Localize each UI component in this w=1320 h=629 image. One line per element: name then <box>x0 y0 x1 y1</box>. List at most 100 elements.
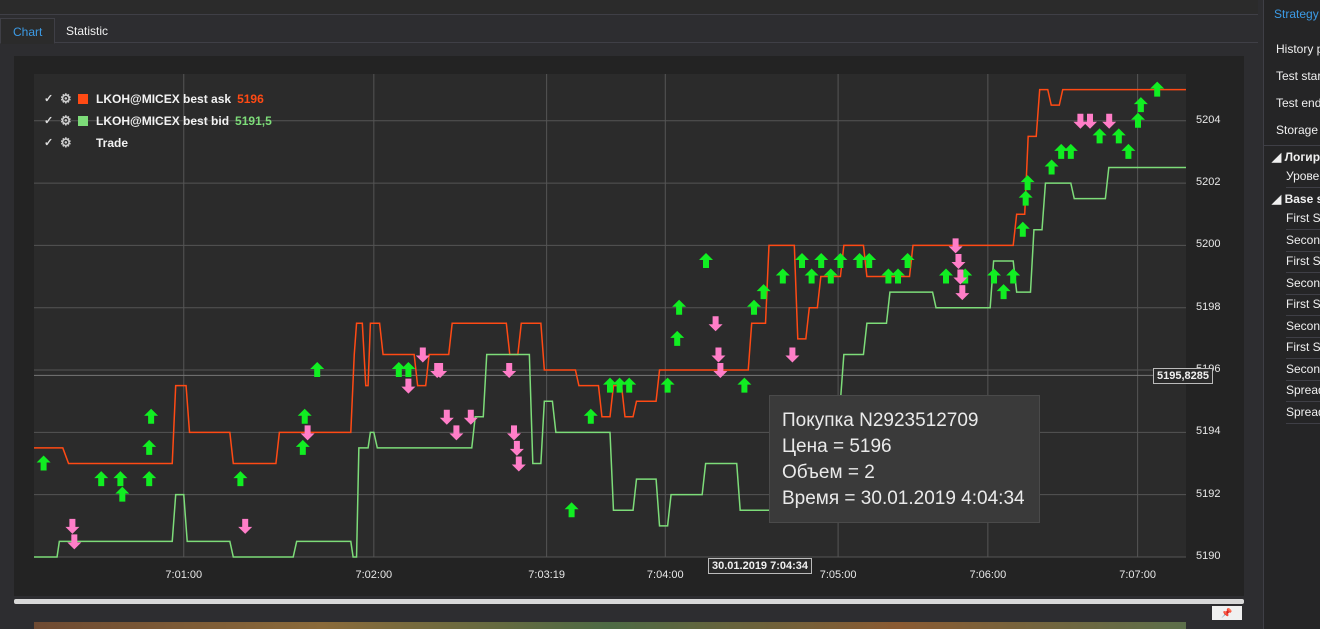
sell-arrow-icon[interactable] <box>463 409 478 425</box>
buy-arrow-icon[interactable] <box>862 252 877 268</box>
series-line-1[interactable] <box>34 166 1186 558</box>
buy-arrow-icon[interactable] <box>987 268 1001 284</box>
buy-arrow-icon[interactable] <box>900 252 915 268</box>
buy-arrow-icon[interactable] <box>814 252 829 268</box>
sell-arrow-icon[interactable] <box>1102 113 1117 129</box>
buy-arrow-icon[interactable] <box>823 268 838 284</box>
buy-arrow-icon[interactable] <box>833 252 848 268</box>
sell-arrow-icon[interactable] <box>951 253 966 269</box>
buy-arrow-icon[interactable] <box>852 252 867 268</box>
sell-arrow-icon[interactable] <box>953 269 968 285</box>
check-icon[interactable]: ✓ <box>44 93 54 105</box>
buy-arrow-icon[interactable] <box>113 471 128 487</box>
sell-arrow-icon[interactable] <box>502 363 517 379</box>
buy-arrow-icon[interactable] <box>996 284 1011 300</box>
buy-arrow-icon[interactable] <box>672 299 687 315</box>
buy-arrow-icon[interactable] <box>94 471 109 487</box>
sell-arrow-icon[interactable] <box>439 409 454 425</box>
sidebar-item-level[interactable]: Урове <box>1286 166 1320 188</box>
buy-arrow-icon[interactable] <box>1044 159 1059 175</box>
sell-arrow-icon[interactable] <box>708 316 723 332</box>
buy-arrow-icon[interactable] <box>612 377 627 393</box>
buy-arrow-icon[interactable] <box>564 502 579 518</box>
gear-icon[interactable]: ⚙ <box>60 113 72 128</box>
gear-icon[interactable]: ⚙ <box>60 135 72 150</box>
sidebar-item-setting[interactable]: Second <box>1286 359 1320 381</box>
buy-arrow-icon[interactable] <box>660 377 675 393</box>
chart-scrollbar[interactable] <box>14 599 1244 604</box>
buy-arrow-icon[interactable] <box>142 439 157 455</box>
buy-arrow-icon[interactable] <box>391 362 406 378</box>
sell-arrow-icon[interactable] <box>948 238 963 254</box>
sell-arrow-icon[interactable] <box>433 363 448 379</box>
sell-arrow-icon[interactable] <box>401 378 416 394</box>
buy-arrow-icon[interactable] <box>1121 143 1136 159</box>
sell-arrow-icon[interactable] <box>65 518 80 534</box>
sidebar-item-setting[interactable]: First Se <box>1286 208 1320 230</box>
tab-chart[interactable]: Chart <box>0 18 56 44</box>
buy-arrow-icon[interactable] <box>1111 128 1126 144</box>
buy-arrow-icon[interactable] <box>1018 190 1033 206</box>
sidebar-group-base[interactable]: ◢ Base s <box>1272 192 1320 206</box>
buy-arrow-icon[interactable] <box>603 377 617 393</box>
buy-arrow-icon[interactable] <box>1015 221 1030 237</box>
sell-arrow-icon[interactable] <box>449 425 464 441</box>
buy-arrow-icon[interactable] <box>699 252 713 268</box>
sidebar-item-setting[interactable]: Spread <box>1286 402 1320 424</box>
sidebar-item-setting[interactable]: Spread <box>1286 380 1320 402</box>
sell-arrow-icon[interactable] <box>511 456 526 472</box>
buy-arrow-icon[interactable] <box>622 377 637 393</box>
buy-arrow-icon[interactable] <box>795 252 809 268</box>
sidebar-row-test-end[interactable]: Test end <box>1276 96 1320 110</box>
buy-arrow-icon[interactable] <box>1006 268 1021 284</box>
buy-arrow-icon[interactable] <box>142 471 157 487</box>
gear-icon[interactable]: ⚙ <box>60 91 72 106</box>
sell-arrow-icon[interactable] <box>238 518 253 534</box>
buy-arrow-icon[interactable] <box>756 284 771 300</box>
buy-arrow-icon[interactable] <box>401 362 416 378</box>
buy-arrow-icon[interactable] <box>115 486 130 502</box>
buy-arrow-icon[interactable] <box>36 455 51 471</box>
sell-arrow-icon[interactable] <box>1083 113 1097 129</box>
buy-arrow-icon[interactable] <box>670 330 685 346</box>
sell-arrow-icon[interactable] <box>711 347 726 363</box>
series-line-0[interactable] <box>34 88 1186 465</box>
buy-arrow-icon[interactable] <box>1054 143 1069 159</box>
sell-arrow-icon[interactable] <box>415 347 430 363</box>
sell-arrow-icon[interactable] <box>785 347 800 363</box>
buy-arrow-icon[interactable] <box>1092 128 1107 144</box>
legend-row-trade[interactable]: ✓ ⚙ Trade <box>44 132 272 154</box>
buy-arrow-icon[interactable] <box>1063 143 1078 159</box>
check-icon[interactable]: ✓ <box>44 115 54 127</box>
sidebar-item-setting[interactable]: Second <box>1286 316 1320 338</box>
buy-arrow-icon[interactable] <box>1133 97 1148 113</box>
sidebar-item-setting[interactable]: Second <box>1286 230 1320 252</box>
pin-icon[interactable]: 📌 <box>1212 606 1242 620</box>
buy-arrow-icon[interactable] <box>775 268 790 284</box>
legend-row-ask[interactable]: ✓ ⚙ LKOH@MICEX best ask 5196 <box>44 88 272 110</box>
sidebar-item-setting[interactable]: First Se <box>1286 337 1320 359</box>
sidebar-group-logging[interactable]: ◢ Логир <box>1272 150 1320 164</box>
buy-arrow-icon[interactable] <box>939 268 953 284</box>
sell-arrow-icon[interactable] <box>955 285 970 301</box>
sidebar-row-history[interactable]: History p <box>1276 42 1320 56</box>
sidebar-item-setting[interactable]: First Se <box>1286 251 1320 273</box>
buy-arrow-icon[interactable] <box>295 439 310 455</box>
check-icon[interactable]: ✓ <box>44 137 54 149</box>
sell-arrow-icon[interactable] <box>507 425 521 441</box>
tab-statistic[interactable]: Statistic <box>66 24 109 38</box>
buy-arrow-icon[interactable] <box>144 408 159 424</box>
sidebar-item-setting[interactable]: First Se <box>1286 294 1320 316</box>
buy-arrow-icon[interactable] <box>881 268 896 284</box>
sell-arrow-icon[interactable] <box>1073 113 1088 129</box>
buy-arrow-icon[interactable] <box>297 408 312 424</box>
buy-arrow-icon[interactable] <box>310 362 325 378</box>
buy-arrow-icon[interactable] <box>891 268 905 284</box>
sidebar-title[interactable]: Strategy <box>1274 7 1319 21</box>
sell-arrow-icon[interactable] <box>300 425 315 441</box>
buy-arrow-icon[interactable] <box>1131 112 1145 128</box>
buy-arrow-icon[interactable] <box>804 268 819 284</box>
buy-arrow-icon[interactable] <box>1020 175 1035 191</box>
legend-row-bid[interactable]: ✓ ⚙ LKOH@MICEX best bid 5191,5 <box>44 110 272 132</box>
sidebar-row-test-start[interactable]: Test star <box>1276 69 1320 83</box>
